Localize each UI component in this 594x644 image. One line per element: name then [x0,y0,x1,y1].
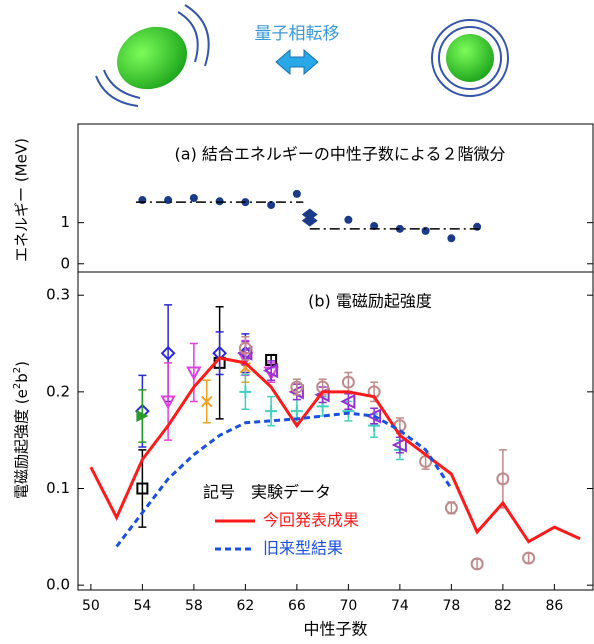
error-bar [499,450,507,508]
marker [265,405,277,417]
legend-label: 今回発表成果 [263,511,359,530]
y-axis-unit: b [13,373,31,383]
x-tick-label: 74 [391,598,409,614]
x-tick-label: 78 [442,598,460,614]
marker [291,405,303,417]
panel-title: (a) 結合エネルギーの中性子数による２階微分 [175,145,506,164]
panel-title: (b) 電磁励起強度 [308,292,432,311]
y-tick-label: 1 [60,213,70,231]
marker [302,215,318,227]
x-tick-label: 58 [185,598,203,614]
y-axis-label: 電磁励起強度 (e2b2) [12,361,31,499]
error-bar [344,373,352,392]
x-tick-label: 54 [133,598,151,614]
x-tick-label: 66 [288,598,306,614]
y-tick-label: 0.0 [46,576,70,594]
y-tick-label: 0.1 [46,479,70,497]
nucleus-deformed [107,16,198,101]
legend-label: 旧来型結果 [263,539,343,558]
y-axis-unit: ) [13,361,31,367]
marker [190,194,198,202]
x-axis-label: 中性子数 [303,620,367,639]
illustration: 量子相転移 [96,5,508,106]
transition-label: 量子相転移 [255,24,340,44]
x-tick-label: 62 [236,598,254,614]
error-bar [473,559,481,569]
y-tick-label: 0.3 [46,286,70,304]
error-bar [525,553,533,563]
marker [239,386,251,398]
y-tick-label: 0.2 [46,382,70,400]
marker [447,234,455,242]
x-tick-label: 70 [339,598,357,614]
y-tick-label: 0 [60,254,70,272]
marker [216,197,224,205]
marker [344,216,352,224]
y-axis-unit: (e [13,389,31,404]
x-tick-label: 86 [545,598,563,614]
x-tick-label: 82 [494,598,512,614]
double-arrow [276,50,318,74]
error-bar [267,361,275,380]
legend-title: 記号 実験データ [203,483,331,502]
nucleus-spherical [446,34,494,82]
x-tick-label: 50 [82,598,100,614]
y-axis-label: エネルギー (MeV) [13,138,31,262]
figure: 量子相転移 (a) 結合エネルギーの中性子数による２階微分 エネルギー (MeV)… [0,0,594,644]
marker [293,190,301,198]
